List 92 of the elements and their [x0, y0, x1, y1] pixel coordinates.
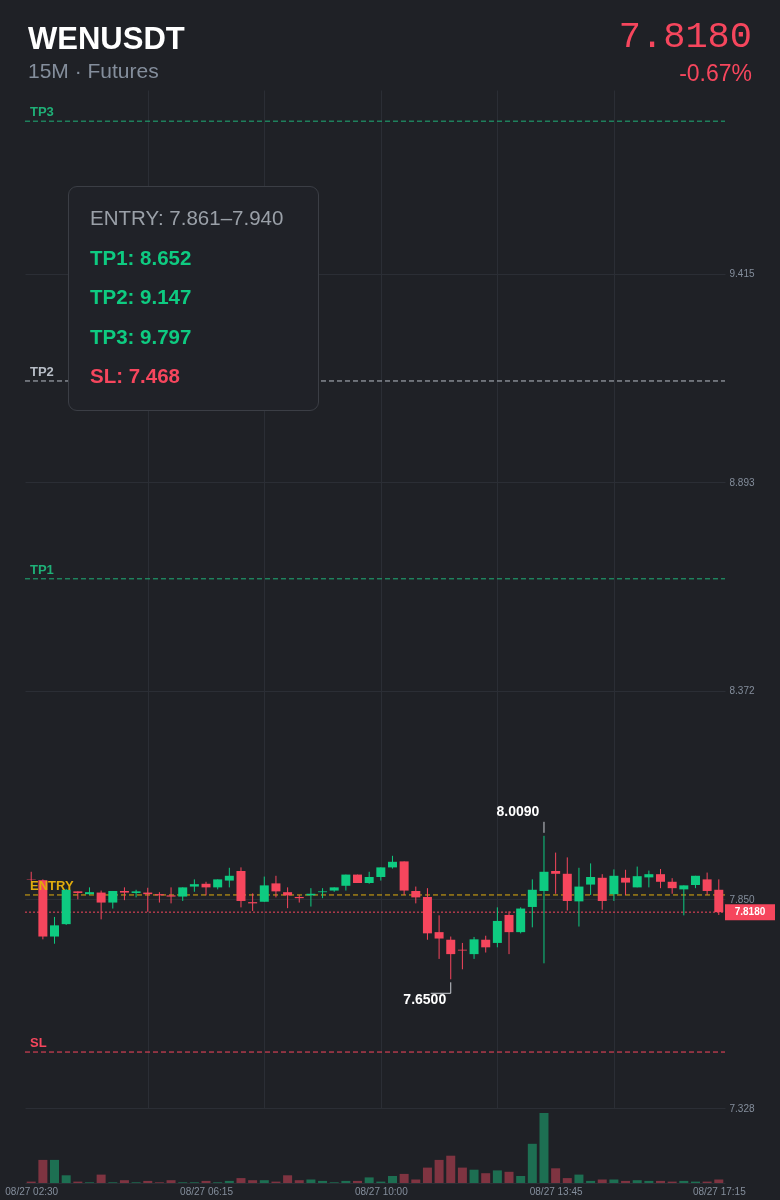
bar	[364, 1177, 374, 1183]
bar	[469, 1169, 479, 1183]
bar	[283, 1175, 293, 1183]
annotation: 7.6500	[403, 991, 447, 1008]
bar	[119, 1180, 129, 1183]
candlestick	[644, 870, 654, 888]
bar	[96, 1174, 106, 1183]
ref-line-label: TP1	[30, 561, 54, 577]
bar	[644, 1180, 654, 1183]
chart-title: WENUSDT	[28, 21, 185, 57]
candlestick	[679, 884, 689, 916]
candlestick	[656, 868, 666, 889]
y-tick-label: 7.850	[729, 893, 755, 905]
bar	[201, 1180, 211, 1183]
candlestick	[224, 867, 234, 888]
bar	[236, 1178, 246, 1183]
candlestick	[551, 852, 561, 895]
bar	[353, 1180, 363, 1183]
bar	[621, 1180, 631, 1183]
candlestick	[457, 942, 467, 970]
bar	[586, 1180, 596, 1183]
candlestick	[586, 862, 596, 896]
chart-subtitle: 15M · Futures	[28, 59, 159, 83]
x-tick-label: 08/27 02:30	[5, 1185, 59, 1197]
y-tick-label: 7.328	[729, 1102, 755, 1114]
ref-line-label: TP3	[30, 104, 54, 120]
candlestick	[539, 835, 549, 964]
annotation: TP2: 9.147	[90, 284, 193, 310]
bar	[446, 1155, 456, 1183]
bar	[504, 1171, 514, 1183]
bar	[551, 1168, 561, 1183]
bar	[38, 1159, 48, 1183]
x-tick-label: 08/27 06:15	[180, 1185, 234, 1197]
bar	[61, 1175, 71, 1183]
ref-line-label: 7.8180	[734, 906, 766, 918]
bar	[166, 1180, 176, 1183]
bar	[492, 1170, 502, 1183]
bar	[632, 1180, 642, 1183]
bar	[481, 1173, 491, 1183]
candlestick	[597, 873, 607, 911]
bar	[143, 1180, 153, 1183]
bar	[574, 1174, 584, 1183]
candlestick	[166, 886, 176, 904]
candlestick	[318, 887, 328, 899]
bar	[457, 1167, 467, 1183]
candlestick	[492, 906, 502, 948]
y-tick-label: 9.415	[729, 268, 755, 280]
y-tick-label: 8.372	[729, 685, 755, 697]
ref-line-label: TP2	[30, 363, 54, 379]
candlestick	[446, 936, 456, 980]
bar	[224, 1180, 234, 1183]
candlestick	[527, 878, 537, 928]
annotation: TP1: 8.652	[90, 244, 193, 271]
bar	[294, 1180, 304, 1183]
x-tick-label: 08/27 13:45	[529, 1185, 583, 1197]
x-tick-label: 08/27 10:00	[354, 1185, 409, 1197]
bar	[679, 1180, 689, 1183]
candlestick	[702, 872, 712, 896]
bar	[516, 1176, 526, 1183]
bar	[422, 1167, 432, 1183]
annotation: ENTRY: 7.861–7.940	[90, 205, 285, 231]
candlestick	[609, 868, 619, 902]
candlestick	[50, 916, 60, 945]
bar	[248, 1180, 258, 1183]
annotation: SL: 7.468	[90, 363, 182, 389]
candlestick	[621, 869, 631, 896]
candlestick	[271, 875, 281, 898]
ref-line-label: SL	[30, 1035, 47, 1051]
bar	[399, 1173, 409, 1183]
candlestick	[259, 876, 269, 903]
x-tick-label: 08/27 17:15	[692, 1185, 747, 1197]
annotation: 8.0090	[496, 802, 540, 819]
bar	[341, 1180, 351, 1183]
bar	[562, 1178, 572, 1183]
bar	[387, 1176, 397, 1183]
candlestick	[131, 889, 141, 898]
text: 7.8180	[618, 16, 752, 58]
bar	[50, 1159, 60, 1183]
bar	[527, 1143, 537, 1183]
bar	[318, 1180, 328, 1183]
candlestick	[516, 906, 526, 934]
candlestick	[283, 886, 293, 909]
text: -0.67%	[678, 59, 752, 88]
candlestick	[574, 867, 584, 928]
candlestick	[434, 914, 444, 960]
bar	[656, 1180, 666, 1183]
bar	[259, 1180, 269, 1183]
bar	[434, 1159, 444, 1183]
candlestick	[469, 936, 479, 960]
y-tick-label: 8.893	[729, 476, 755, 488]
annotation: TP3: 9.797	[90, 323, 193, 350]
bar	[539, 1113, 549, 1183]
